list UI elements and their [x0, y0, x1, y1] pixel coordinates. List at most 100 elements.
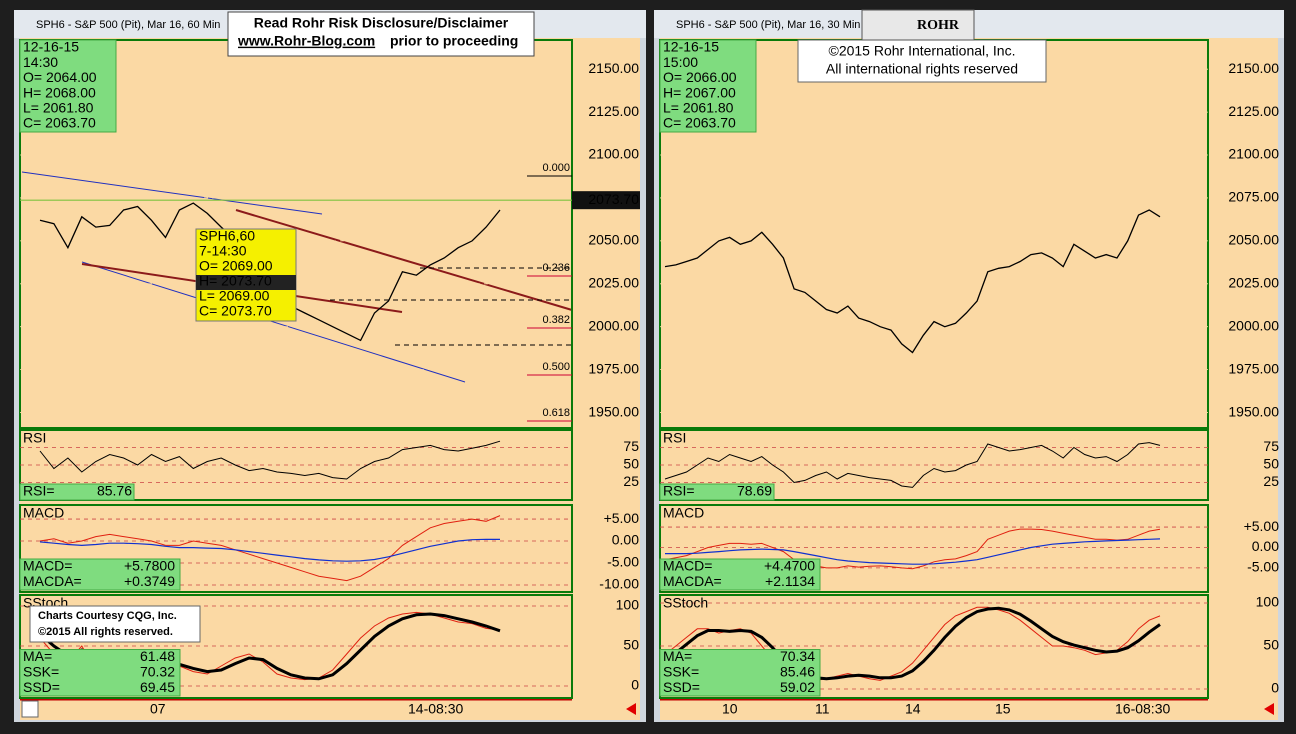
x-tick-label: 10: [722, 701, 738, 717]
info-line: C= 2063.70: [23, 115, 96, 131]
y-tick-label: 2075.00: [1228, 189, 1279, 205]
copyright: ©2015 Rohr International, Inc.: [829, 43, 1016, 59]
panel-label: RSI: [663, 430, 686, 446]
y-tick-label: 2050.00: [588, 232, 639, 248]
checkbox[interactable]: [21, 700, 39, 718]
info-line: H= 2068.00: [23, 84, 96, 100]
info-line: 12-16-15: [23, 39, 79, 55]
y-tick-label: 0.00: [1252, 538, 1279, 554]
y-tick-label: 0.00: [612, 532, 639, 548]
tooltip-line: H= 2073.70: [199, 273, 272, 289]
readout-name: MACDA=: [23, 573, 82, 589]
readout-box: [659, 649, 821, 697]
panel-border: [19, 504, 573, 593]
x-tick-label: 14-08:30: [408, 701, 463, 717]
panel-border: [19, 594, 573, 699]
info-line: 14:30: [23, 54, 58, 70]
y-tick-label: -10.00: [599, 576, 639, 592]
courtesy-box: [29, 605, 201, 643]
fib-label: 0.618: [542, 407, 570, 419]
y-tick-label: 2050.00: [1228, 232, 1279, 248]
readout-value: 78.69: [737, 483, 772, 499]
y-tick-label: 0: [1271, 680, 1279, 696]
y-tick-label: 50: [1263, 456, 1279, 472]
y-tick-label: 2100.00: [1228, 146, 1279, 162]
y-tick-label: 50: [1263, 637, 1279, 653]
y-tick-label: 2125.00: [1228, 103, 1279, 119]
readout-value: 61.48: [140, 648, 175, 664]
tooltip-highlight: [196, 275, 296, 290]
y-tick-label: 75: [1263, 438, 1279, 454]
window-title: SPH6 - S&P 500 (Pit), Mar 16, 30 Min: [676, 19, 860, 31]
readout-box: [19, 558, 181, 591]
info-line: O= 2066.00: [663, 69, 737, 85]
readout-value: 85.46: [780, 663, 815, 679]
x-tick-label: 07: [150, 701, 166, 717]
readout-name: MACD=: [23, 557, 72, 573]
disclaimer-link[interactable]: www.Rohr-Blog.com: [237, 33, 375, 49]
info-line: 15:00: [663, 54, 698, 70]
y-tick-label: 25: [623, 473, 639, 489]
readout-value: 70.34: [780, 648, 815, 664]
readout-box: [19, 483, 135, 501]
y-tick-label: 50: [623, 637, 639, 653]
fib-label: 0.000: [542, 162, 570, 174]
readout-value: 59.02: [780, 679, 815, 695]
info-line: L= 2061.80: [23, 100, 94, 116]
ssd-line: [664, 606, 1161, 681]
disclaimer-box: [227, 11, 535, 57]
y-tick-label: 100: [1256, 594, 1280, 610]
y-tick-label: 1950.00: [588, 403, 639, 419]
panel-border: [659, 594, 1209, 699]
y-tick-label: -5.00: [1247, 559, 1279, 575]
info-line: O= 2064.00: [23, 69, 97, 85]
last-price: 2073.70: [588, 191, 639, 207]
y-tick-label: 2150.00: [588, 60, 639, 76]
y-tick-label: 2125.00: [588, 103, 639, 119]
readout-value: +4.4700: [764, 557, 815, 573]
courtesy: ©2015 All rights reserved.: [38, 626, 173, 638]
tooltip-line: C= 2073.70: [199, 303, 272, 319]
fib-label: 0.236: [542, 262, 570, 274]
readout-name: MA=: [23, 648, 52, 664]
copyright-box: [797, 39, 1047, 83]
info-line: 12-16-15: [663, 39, 719, 55]
readout-box: [19, 649, 181, 697]
copyright: All international rights reserved: [826, 61, 1018, 77]
fib-label: 0.382: [542, 314, 570, 326]
time-axis: [20, 698, 640, 720]
y-tick-label: 2000.00: [588, 317, 639, 333]
last-price-box: [572, 191, 640, 210]
panel-label: MACD: [23, 505, 64, 521]
readout-name: RSI=: [23, 483, 55, 499]
readout-box: [659, 39, 757, 133]
readout-name: SSD=: [23, 679, 60, 695]
readout-box: [19, 39, 117, 133]
readout-value: 69.45: [140, 679, 175, 695]
y-tick-label: 1975.00: [1228, 360, 1279, 376]
logo-box: [861, 9, 975, 41]
readout-name: MACD=: [663, 557, 712, 573]
content: SPH6 - S&P 500 (Pit), Mar 16, 60 Min 2150…: [14, 9, 1284, 717]
values-line: [39, 440, 501, 480]
fib-label: 0.500: [542, 361, 570, 373]
disclaimer: Read Rohr Risk Disclosure/Disclaimer: [254, 15, 509, 31]
readout-name: MA=: [663, 648, 692, 664]
panel-border: [659, 504, 1209, 593]
macda-line: [665, 538, 1161, 565]
macd-line: [664, 528, 1161, 570]
readout-name: MACDA=: [663, 573, 722, 589]
x-tick-label: 16-08:30: [1115, 701, 1170, 717]
y-tick-label: 1975.00: [588, 360, 639, 376]
y-tick-label: 2150.00: [1228, 60, 1279, 76]
readout-value: +5.7800: [124, 557, 175, 573]
time-axis: [660, 698, 1278, 720]
y-tick-label: 100: [616, 597, 640, 613]
y-tick-label: -5.00: [607, 554, 639, 570]
tooltip-line: SPH6,60: [199, 228, 255, 244]
chart-area: [660, 38, 1278, 698]
readout-value: 70.32: [140, 663, 175, 679]
readout-name: RSI=: [663, 483, 695, 499]
